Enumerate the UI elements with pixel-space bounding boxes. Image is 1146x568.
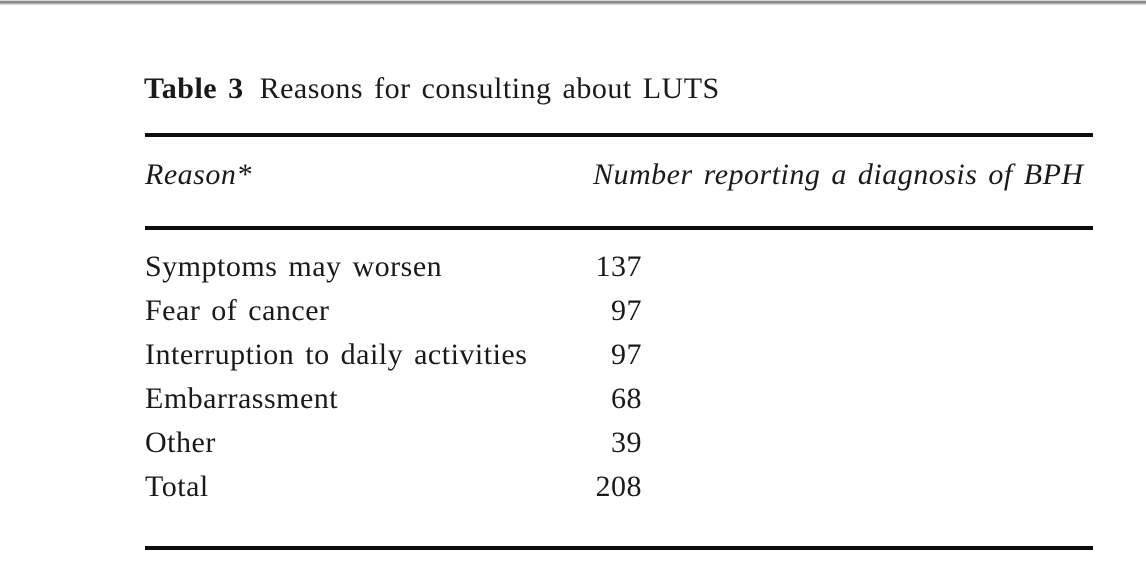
table-row: Other 39 (145, 421, 1093, 465)
reason-cell: Embarrassment (145, 382, 339, 415)
number-cell: 97 (611, 294, 642, 327)
header-cell-number: Number reporting a diagnosis of BPH (593, 158, 1084, 191)
table-rule-top (145, 133, 1093, 137)
table-row: Symptoms may worsen 137 (145, 245, 1093, 289)
table-header-row: Reason* Number reporting a diagnosis of … (145, 153, 1093, 197)
table-row: Interruption to daily activities 97 (145, 333, 1093, 377)
number-cell: 97 (611, 338, 642, 371)
reason-cell: Other (145, 426, 216, 459)
table-caption-title: Reasons for consulting about LUTS (259, 72, 720, 105)
reason-cell: Total (145, 470, 209, 503)
window-top-edge (0, 0, 1146, 5)
table-rule-mid (145, 226, 1093, 230)
reason-cell: Symptoms may worsen (145, 250, 443, 283)
reason-cell: Interruption to daily activities (145, 338, 528, 371)
table-body: Symptoms may worsen 137 Fear of cancer 9… (145, 245, 1093, 509)
number-cell: 208 (595, 470, 642, 503)
number-cell: 137 (595, 250, 642, 283)
table-row: Embarrassment 68 (145, 377, 1093, 421)
table-rule-bottom (145, 546, 1093, 550)
table-caption: Table 3 Reasons for consulting about LUTS (144, 69, 720, 109)
reason-cell: Fear of cancer (145, 294, 330, 327)
table-row: Total 208 (145, 465, 1093, 509)
table-caption-label: Table 3 (144, 72, 244, 105)
number-cell: 39 (611, 426, 642, 459)
number-cell: 68 (611, 382, 642, 415)
header-cell-reason: Reason* (145, 158, 252, 191)
table-row: Fear of cancer 97 (145, 289, 1093, 333)
